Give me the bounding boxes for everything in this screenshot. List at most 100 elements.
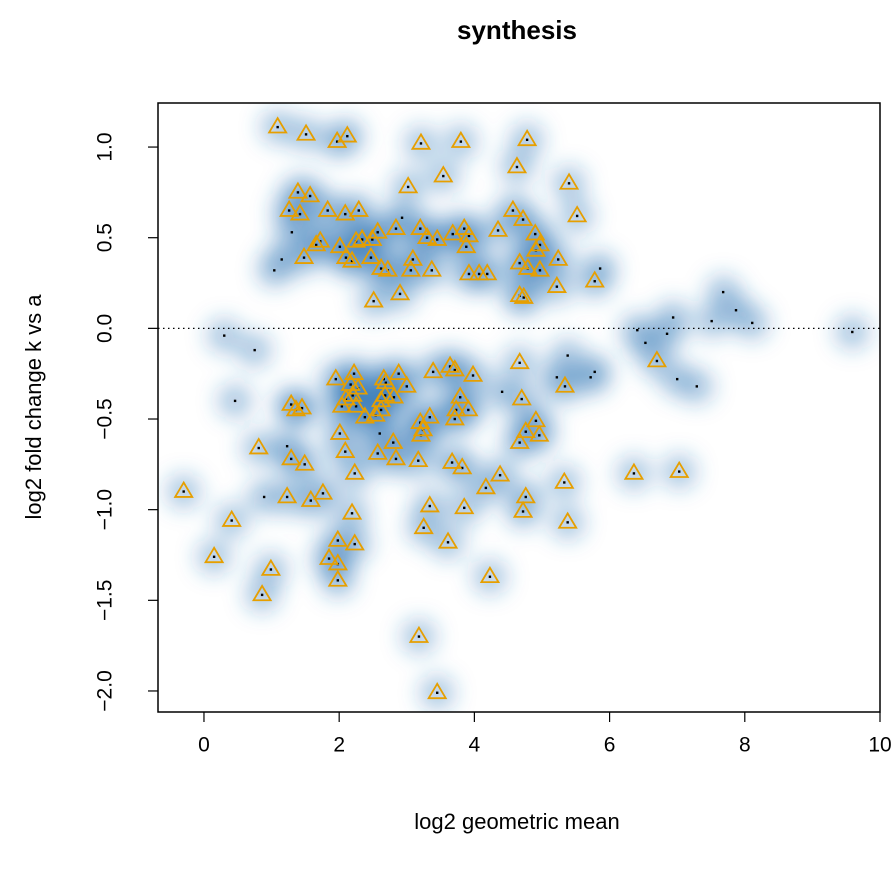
triangle-marker [373, 368, 394, 386]
point-dot [300, 406, 304, 410]
point-dot [260, 593, 264, 597]
point-dot [486, 272, 489, 276]
point-dot [344, 450, 347, 453]
triangle-marker [281, 448, 302, 466]
triangle-marker [388, 362, 409, 380]
triangle-marker [367, 221, 388, 239]
triangle-marker [437, 531, 459, 549]
point-dot [382, 377, 385, 381]
triangle-marker [623, 462, 645, 480]
triangle-marker [329, 422, 350, 440]
triangle-marker [173, 480, 194, 498]
triangle-marker [377, 259, 398, 277]
point-dot [436, 238, 439, 241]
point-dot [383, 394, 387, 397]
point-dot [520, 397, 523, 401]
point-dot [360, 238, 364, 241]
point-dot [425, 236, 429, 239]
point-dot [398, 292, 402, 296]
point-dot [555, 285, 559, 288]
point-dot [518, 361, 521, 365]
triangle-marker [416, 226, 438, 245]
triangle-marker [412, 419, 434, 437]
triangle-marker [516, 129, 538, 147]
point-dot [538, 243, 542, 247]
point-dot [632, 472, 636, 475]
point-dot [678, 470, 681, 473]
point-dot [534, 419, 538, 423]
triangle-marker [450, 130, 471, 148]
triangle-marker [335, 246, 357, 264]
y-axis-label: log2 fold change k vs a [21, 294, 46, 520]
point-dot [406, 185, 410, 189]
point-dot [290, 231, 294, 234]
point-dot [392, 441, 395, 444]
point-dot [230, 519, 233, 522]
point-dot [376, 452, 379, 455]
triangle-marker [427, 682, 448, 700]
x-tick-label: 10 [868, 734, 891, 757]
x-tick-label: 0 [198, 734, 210, 757]
triangle-marker [669, 460, 690, 478]
triangle-marker [363, 290, 384, 308]
triangle-marker [433, 165, 454, 183]
triangle-marker [327, 130, 348, 148]
point-dot [335, 140, 339, 143]
triangle-marker [345, 230, 367, 248]
triangle-marker [509, 352, 530, 370]
point-dot [378, 432, 381, 435]
triangle-marker [370, 390, 392, 408]
point-dot [289, 403, 293, 406]
triangle-marker [413, 517, 434, 535]
point-dot [269, 568, 273, 571]
point-dot [484, 486, 488, 490]
triangle-marker [327, 553, 348, 571]
point-dot [498, 474, 502, 477]
triangle-marker [512, 208, 534, 226]
triangle-marker [509, 431, 530, 449]
triangle-marker [295, 123, 317, 141]
triangle-marker [343, 362, 365, 380]
triangle-marker [509, 284, 530, 303]
triangle-marker [487, 219, 509, 237]
triangle-marker [335, 440, 356, 458]
point-dot [212, 555, 216, 559]
point-dot [453, 368, 456, 372]
y-tick-label: 0.0 [94, 314, 117, 343]
triangle-marker [558, 172, 580, 190]
triangle-marker [567, 205, 588, 223]
point-dot [557, 258, 560, 261]
point-dot [309, 499, 312, 502]
point-dot [400, 216, 404, 219]
point-dot [521, 218, 525, 221]
triangle-marker [525, 239, 547, 257]
point-dot [575, 214, 579, 218]
triangle-marker [421, 259, 442, 277]
triangle-marker [410, 217, 431, 235]
triangle-marker [325, 368, 346, 386]
point-dot [566, 521, 569, 524]
triangle-marker [554, 375, 576, 393]
point-dot [276, 125, 279, 129]
point-dot [384, 381, 388, 384]
triangle-marker [285, 399, 307, 417]
triangle-marker [300, 489, 321, 507]
point-dot [285, 445, 289, 448]
triangle-marker [365, 404, 386, 422]
triangle-marker [456, 236, 477, 254]
triangle-marker [512, 500, 534, 518]
triangle-marker [529, 424, 550, 442]
point-dot [262, 495, 266, 499]
triangle-marker [341, 250, 363, 268]
point-dot [411, 258, 415, 261]
triangle-marker [489, 464, 511, 482]
point-dot [394, 227, 398, 230]
triangle-marker [646, 350, 668, 368]
point-dot [357, 209, 360, 212]
triangle-marker [506, 156, 528, 174]
point-dot [405, 385, 408, 388]
point-dot [314, 243, 318, 247]
point-dot [428, 504, 431, 508]
triangle-marker [352, 228, 373, 246]
triangle-marker [479, 565, 501, 584]
